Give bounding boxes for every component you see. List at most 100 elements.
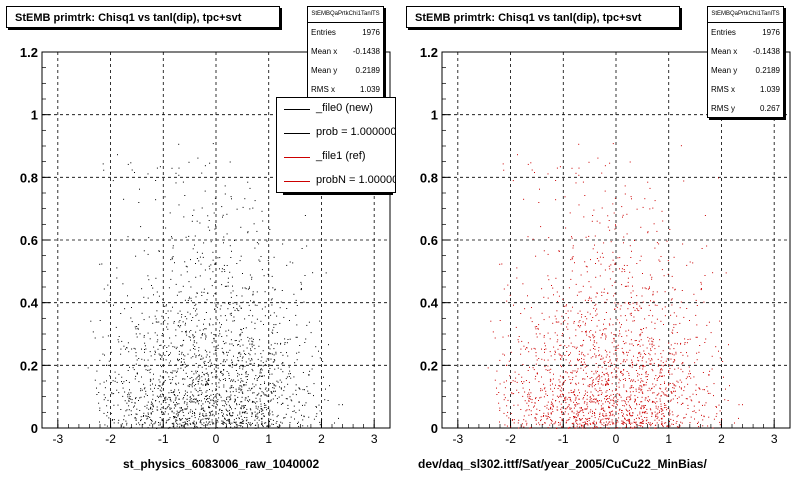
scatter-point — [673, 326, 675, 328]
scatter-point — [157, 348, 159, 350]
scatter-point — [329, 385, 330, 387]
scatter-point — [197, 400, 199, 402]
scatter-point — [229, 412, 231, 414]
scatter-point — [566, 372, 568, 374]
scatter-point — [150, 419, 152, 421]
scatter-point — [141, 348, 142, 350]
scatter-point — [254, 378, 255, 380]
scatter-point — [170, 392, 172, 393]
scatter-point — [659, 410, 661, 412]
scatter-point — [216, 360, 218, 362]
scatter-point — [697, 423, 698, 424]
scatter-point — [150, 403, 152, 405]
scatter-point — [114, 371, 116, 373]
scatter-point — [673, 359, 675, 360]
scatter-point — [578, 412, 580, 414]
scatter-point — [539, 424, 541, 426]
scatter-point — [201, 424, 203, 426]
scatter-point — [559, 381, 561, 383]
scatter-point — [200, 358, 201, 360]
scatter-point — [140, 396, 142, 398]
scatter-point — [592, 356, 594, 358]
scatter-point — [590, 423, 592, 425]
scatter-point — [609, 229, 611, 231]
scatter-point — [659, 411, 660, 413]
left-stats-rows: Entries 1976 Mean x -0.1438 Mean y 0.2189 RMS … — [308, 23, 383, 99]
scatter-point — [629, 349, 631, 351]
scatter-point — [239, 367, 241, 369]
scatter-point — [167, 328, 169, 330]
scatter-point — [608, 384, 609, 386]
scatter-point — [241, 329, 243, 331]
scatter-point — [626, 414, 628, 416]
scatter-point — [202, 333, 204, 334]
scatter-point — [178, 174, 180, 176]
scatter-point — [560, 394, 561, 396]
scatter-point — [183, 361, 185, 363]
scatter-point — [639, 411, 641, 413]
scatter-point — [673, 256, 675, 258]
scatter-point — [152, 398, 154, 400]
scatter-point — [508, 417, 510, 419]
scatter-point — [138, 202, 140, 203]
scatter-point — [630, 385, 632, 387]
scatter-point — [192, 422, 194, 423]
scatter-point — [208, 265, 210, 267]
scatter-point — [686, 264, 688, 266]
scatter-point — [226, 319, 228, 321]
scatter-point — [186, 398, 188, 400]
scatter-point — [221, 420, 223, 422]
scatter-point — [593, 373, 595, 375]
scatter-point — [626, 354, 628, 356]
scatter-point — [211, 421, 213, 423]
scatter-point — [185, 265, 187, 267]
scatter-point — [603, 415, 605, 417]
scatter-point — [613, 340, 615, 342]
scatter-point — [631, 198, 632, 200]
scatter-point — [552, 398, 554, 400]
scatter-point — [266, 409, 267, 411]
scatter-point — [226, 359, 228, 361]
scatter-point — [215, 367, 217, 369]
scatter-point — [713, 395, 714, 397]
scatter-point — [302, 372, 304, 373]
scatter-point — [155, 351, 156, 353]
scatter-point — [642, 287, 644, 289]
scatter-point — [295, 299, 297, 301]
scatter-point — [510, 351, 512, 353]
scatter-point — [650, 425, 652, 427]
scatter-point — [117, 404, 119, 406]
scatter-point — [557, 339, 559, 341]
scatter-point — [634, 408, 636, 410]
scatter-point — [581, 316, 582, 318]
scatter-point — [174, 416, 176, 417]
scatter-point — [657, 394, 659, 396]
scatter-point — [564, 413, 566, 415]
scatter-point — [156, 409, 158, 411]
scatter-point — [550, 419, 552, 421]
scatter-point — [218, 409, 220, 411]
scatter-point — [648, 304, 650, 306]
scatter-point — [608, 379, 610, 381]
scatter-point — [694, 362, 696, 364]
scatter-point — [249, 208, 251, 210]
scatter-point — [531, 401, 533, 403]
x-tick-label: 2 — [318, 432, 325, 446]
scatter-point — [263, 275, 265, 277]
scatter-point — [156, 334, 158, 336]
scatter-point — [303, 301, 305, 303]
scatter-point — [584, 421, 586, 423]
scatter-point — [163, 321, 165, 323]
scatter-point — [635, 427, 637, 429]
scatter-point — [533, 347, 535, 349]
scatter-point — [205, 401, 206, 403]
scatter-point — [189, 349, 191, 351]
scatter-point — [632, 345, 634, 347]
scatter-point — [302, 419, 304, 421]
scatter-point — [609, 407, 611, 408]
scatter-point — [230, 257, 232, 258]
scatter-point — [126, 347, 128, 349]
scatter-point — [185, 331, 186, 333]
scatter-point — [172, 247, 174, 249]
scatter-point — [562, 383, 564, 385]
